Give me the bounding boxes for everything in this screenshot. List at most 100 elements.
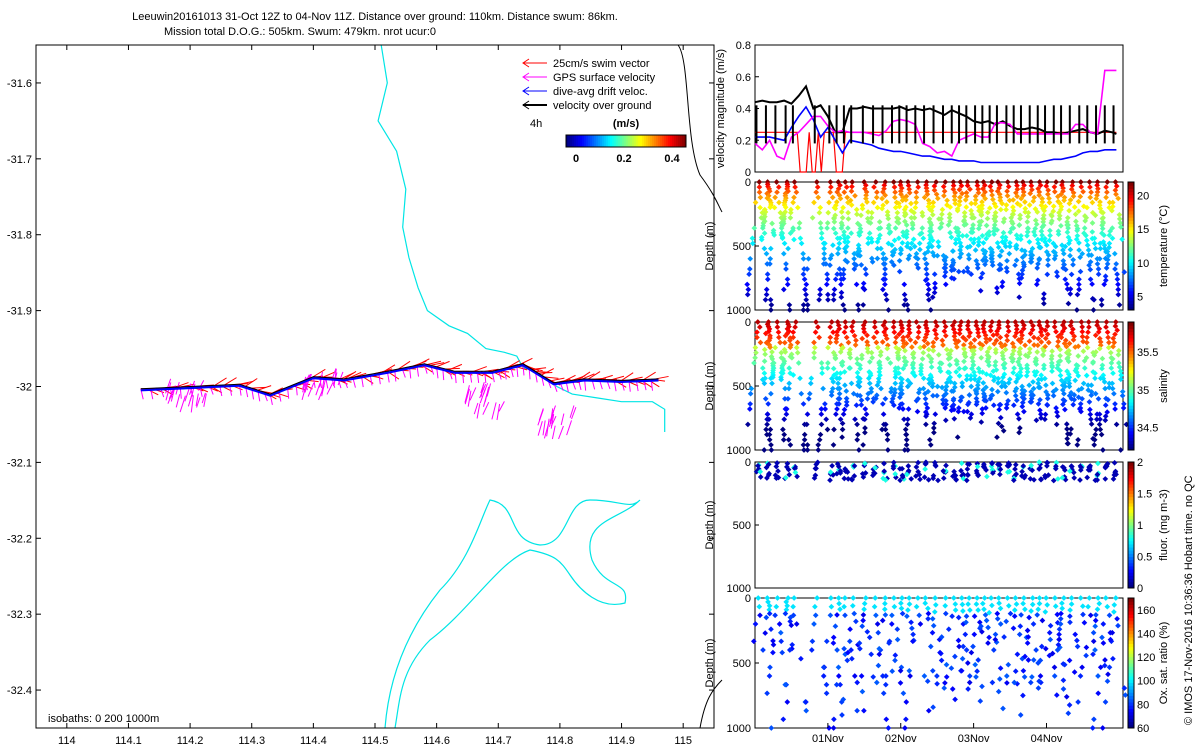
profile-sample bbox=[980, 257, 986, 264]
profile-sample bbox=[1077, 477, 1083, 483]
profile-sample bbox=[1011, 365, 1017, 371]
profile-sample bbox=[981, 397, 988, 404]
legend-label: velocity over ground bbox=[553, 100, 651, 112]
profile-sample bbox=[918, 362, 925, 368]
profile-sample bbox=[871, 319, 878, 325]
profile-colorbar-cell bbox=[1128, 446, 1134, 451]
profile-colorbar-cell bbox=[1128, 506, 1134, 510]
profile-sample bbox=[1105, 344, 1112, 351]
swim-vector bbox=[562, 374, 576, 383]
profile-sample bbox=[851, 332, 858, 339]
profile-sample bbox=[955, 614, 962, 621]
profile-sample bbox=[1097, 339, 1104, 345]
profile-sample bbox=[940, 342, 946, 348]
profile-sample bbox=[820, 673, 827, 679]
profile-sample bbox=[865, 390, 872, 397]
profile-colorbar-cell bbox=[1128, 562, 1134, 567]
profile-sample bbox=[965, 472, 971, 479]
profile-sample bbox=[811, 349, 817, 356]
depth-tick-label: 1000 bbox=[727, 583, 751, 595]
profile-sample bbox=[860, 280, 867, 287]
profile-sample bbox=[1050, 477, 1057, 484]
profile-sample bbox=[914, 255, 921, 262]
profile-sample bbox=[974, 595, 980, 601]
profile-sample bbox=[871, 324, 878, 330]
profile-sample bbox=[896, 203, 903, 210]
profile-sample bbox=[916, 612, 923, 619]
profile-sample bbox=[897, 667, 904, 674]
profile-sample bbox=[1100, 640, 1107, 646]
profile-sample bbox=[1021, 674, 1028, 680]
profile-sample bbox=[841, 307, 848, 313]
profile-sample bbox=[881, 606, 888, 613]
profile-sample bbox=[987, 372, 994, 379]
colorbar-cell bbox=[592, 135, 595, 147]
profile-sample bbox=[1035, 401, 1042, 407]
profile-sample bbox=[975, 472, 982, 479]
profile-sample bbox=[1112, 331, 1118, 338]
profile-sample bbox=[784, 602, 791, 609]
profile-sample bbox=[758, 236, 765, 243]
profile-sample bbox=[822, 406, 829, 412]
profile-sample bbox=[787, 370, 794, 377]
colorbar-cell bbox=[600, 135, 603, 147]
profile-sample bbox=[1093, 426, 1099, 433]
profile-sample bbox=[989, 192, 995, 198]
profile-sample bbox=[835, 250, 841, 257]
profile-sample bbox=[865, 209, 871, 215]
profile-sample bbox=[1027, 679, 1034, 686]
profile-colorbar-cell bbox=[1128, 624, 1134, 628]
depth-axis-label: Depth (m) bbox=[704, 222, 716, 271]
profile-sample bbox=[1021, 388, 1028, 394]
profile-sample bbox=[922, 466, 928, 472]
profile-sample bbox=[855, 249, 861, 255]
profile-colorbar-cell bbox=[1128, 679, 1134, 683]
profile-sample bbox=[896, 331, 902, 338]
profile-sample bbox=[782, 332, 789, 339]
profile-sample bbox=[853, 262, 860, 269]
profile-sample bbox=[1049, 218, 1055, 224]
profile-sample bbox=[1089, 229, 1096, 235]
profile-sample bbox=[906, 322, 912, 329]
profile-sample bbox=[982, 261, 988, 268]
profile-sample bbox=[876, 645, 883, 652]
colorbar-cell bbox=[590, 135, 593, 147]
profile-sample bbox=[1074, 637, 1080, 644]
profile-sample bbox=[989, 470, 996, 476]
profile-sample bbox=[927, 307, 934, 313]
date-tick-label: 03Nov bbox=[958, 733, 990, 745]
profile-sample bbox=[813, 189, 820, 196]
profile-sample bbox=[1086, 399, 1093, 405]
profile-sample bbox=[966, 461, 973, 468]
profile-sample bbox=[930, 622, 937, 629]
profile-sample bbox=[1044, 271, 1051, 278]
profile-sample bbox=[870, 399, 876, 405]
profile-sample bbox=[897, 188, 904, 195]
profile-sample bbox=[903, 442, 910, 448]
profile-colorbar-cell bbox=[1128, 633, 1134, 638]
profile-sample bbox=[975, 329, 981, 336]
profile-sample bbox=[938, 634, 945, 640]
profile-sample bbox=[964, 182, 971, 189]
profile-sample bbox=[842, 257, 849, 264]
profile-sample bbox=[1098, 431, 1105, 438]
velocity-y-tick-label: 0 bbox=[745, 167, 751, 179]
profile-sample bbox=[967, 340, 974, 347]
profile-sample bbox=[773, 463, 780, 470]
profile-sample bbox=[964, 466, 971, 472]
swim-vector bbox=[427, 360, 442, 365]
profile-sample bbox=[881, 182, 888, 189]
profile-sample bbox=[794, 339, 801, 346]
profile-sample bbox=[1074, 643, 1081, 650]
profile-sample bbox=[861, 416, 868, 423]
profile-sample bbox=[793, 621, 800, 627]
profile-sample bbox=[753, 349, 759, 356]
profile-sample bbox=[1075, 208, 1082, 215]
colorbar-tick-label: 160 bbox=[1137, 605, 1155, 617]
gps-velocity-vector bbox=[165, 382, 172, 401]
profile-sample bbox=[895, 352, 902, 359]
profile-sample bbox=[923, 421, 929, 428]
profile-sample bbox=[849, 328, 856, 335]
profile-sample bbox=[775, 329, 782, 336]
profile-sample bbox=[934, 323, 940, 329]
